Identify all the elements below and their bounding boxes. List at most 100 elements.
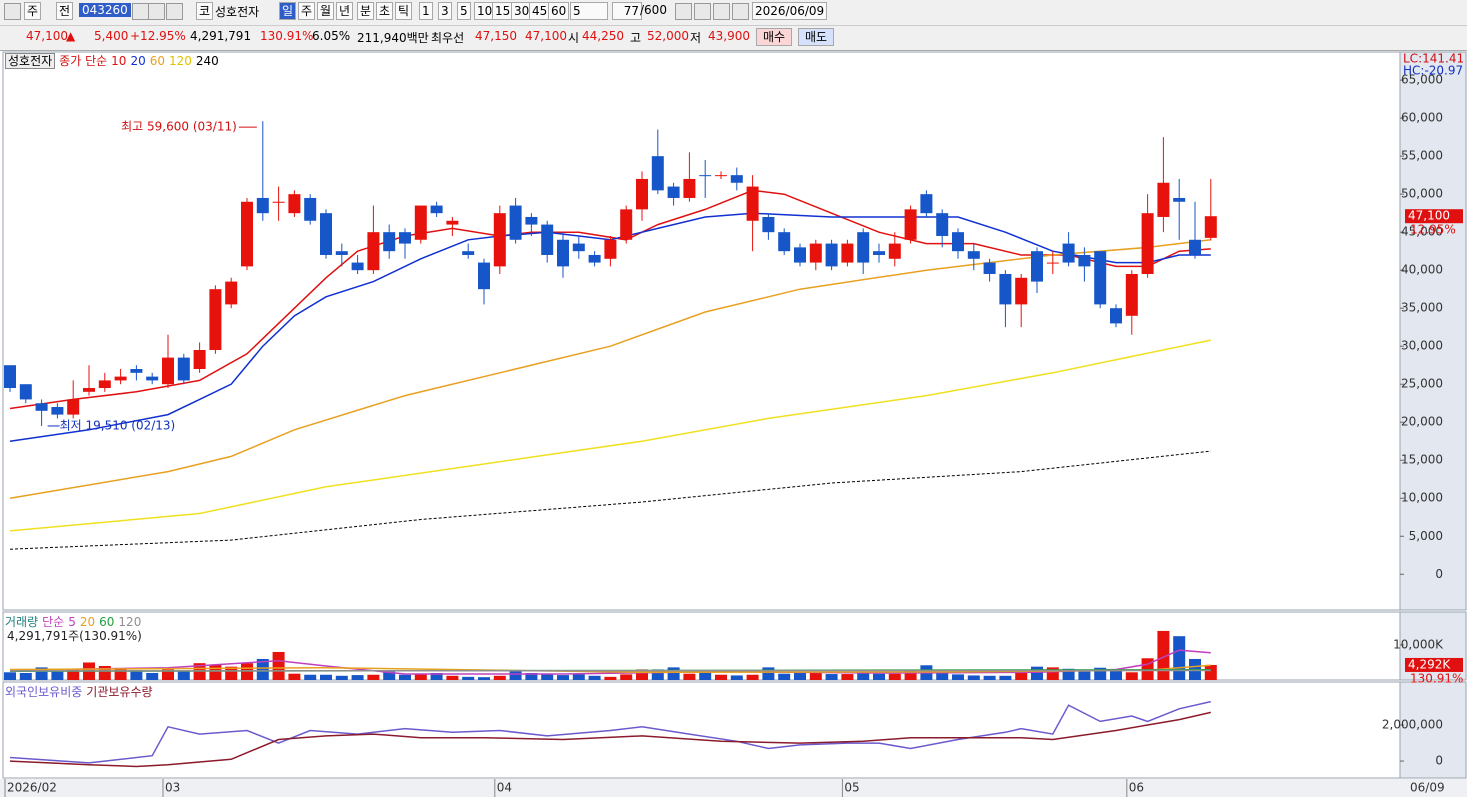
y-tick-label: 0	[1435, 754, 1443, 768]
candle-body	[1078, 254, 1091, 267]
interval-button[interactable]: 1	[419, 2, 433, 20]
volume-bar	[1125, 672, 1138, 680]
volume-bar	[888, 673, 901, 680]
candle-body	[1094, 251, 1107, 305]
volume-bar	[1031, 666, 1043, 680]
stock-name: 성호전자	[215, 5, 260, 19]
x-tick-label: 06	[1129, 781, 1144, 795]
candle-body	[1189, 239, 1201, 255]
icon[interactable]	[166, 3, 183, 20]
volume-bar	[873, 673, 885, 680]
annotation: 최저 19,510 (02/13)	[60, 418, 176, 432]
candle-body	[557, 239, 569, 267]
candle-body	[999, 273, 1012, 305]
icon[interactable]	[4, 3, 21, 20]
x-end-label: 06/09	[1410, 781, 1445, 795]
candle-body	[98, 380, 111, 389]
candle-body	[67, 399, 80, 415]
volume-bar	[304, 674, 317, 680]
volume-bar	[146, 672, 159, 680]
icon[interactable]	[694, 3, 711, 20]
icon[interactable]	[675, 3, 692, 20]
candle-body	[651, 156, 664, 191]
interval-button[interactable]: 5	[457, 2, 471, 20]
best-label: 최우선	[431, 31, 465, 45]
volume-bar	[430, 672, 443, 680]
period-button[interactable]: 분	[357, 2, 375, 20]
market[interactable]: 코	[196, 2, 214, 20]
interval-button[interactable]: 15	[492, 2, 514, 20]
volume-bar	[209, 664, 222, 680]
candle-body	[794, 247, 806, 263]
holding-line	[9, 711, 1211, 768]
volume-bar	[130, 670, 143, 680]
period-button[interactable]: 틱	[395, 2, 413, 20]
volume-bar	[794, 671, 806, 680]
last-price-label: 47,100	[1408, 209, 1450, 223]
axis-area	[1399, 681, 1467, 779]
prev-button[interactable]: 전	[56, 2, 74, 20]
candle-body	[399, 232, 411, 244]
volume-summary: 4,291,791주(130.91%)	[7, 629, 142, 643]
icon[interactable]	[148, 3, 165, 20]
code-input[interactable]: 043260	[79, 3, 131, 17]
y-tick-label: 2,000,000	[1382, 718, 1443, 732]
candle-body	[35, 403, 48, 411]
candle-body	[414, 205, 427, 240]
interval-button[interactable]: 30	[511, 2, 533, 20]
candle-body	[1031, 251, 1043, 282]
candle-body	[83, 388, 95, 392]
period-button[interactable]: 일	[279, 2, 297, 20]
interval-button[interactable]: 10	[474, 2, 496, 20]
candle-body	[746, 186, 759, 221]
legend-title: 성호전자	[5, 53, 56, 69]
volume-bar	[809, 672, 822, 680]
volume-bar	[952, 674, 964, 680]
period-button[interactable]: 월	[317, 2, 335, 20]
buy-button[interactable]: 매수	[756, 28, 793, 46]
volume-bar	[19, 672, 32, 680]
price: 47,100	[26, 29, 68, 43]
interval-button[interactable]: 45	[529, 2, 551, 20]
y-tick-label: 0	[1435, 567, 1443, 581]
y-tick-label: 10,000	[1401, 491, 1443, 505]
candle-body	[1173, 197, 1186, 202]
icon[interactable]	[732, 3, 749, 20]
low-label: 저	[690, 31, 702, 45]
candle-body	[478, 262, 490, 290]
date-input[interactable]: 2026/06/09	[752, 2, 828, 20]
open: 44,250	[582, 29, 624, 43]
candle-body	[604, 239, 617, 259]
period-select[interactable]: 주	[24, 2, 42, 20]
candle-body	[209, 289, 222, 351]
period-button[interactable]: 주	[298, 2, 316, 20]
volume-bar	[383, 671, 396, 680]
period-button[interactable]: 년	[336, 2, 354, 20]
candle-body	[983, 262, 996, 274]
legend-entry: 20	[79, 615, 96, 629]
candle-body	[320, 213, 332, 255]
volume-bar	[841, 674, 854, 680]
count-input[interactable]: 77	[612, 2, 642, 20]
candle-body	[588, 254, 601, 263]
legend: 거래량 단순 5 20 60 120	[5, 613, 145, 630]
volume-bar	[857, 671, 870, 680]
volume-bar	[335, 675, 348, 680]
icon[interactable]	[713, 3, 730, 20]
high: 52,000	[647, 29, 689, 43]
volume-bar	[177, 670, 190, 680]
y-tick-label: 20,000	[1401, 415, 1443, 429]
candle-body	[130, 369, 143, 373]
candle-body	[272, 201, 285, 203]
volume-bar	[636, 669, 648, 680]
y-tick-label: 10,000K	[1393, 637, 1444, 651]
interval-button[interactable]: 3	[438, 2, 452, 20]
period-button[interactable]: 초	[376, 2, 394, 20]
sell-button[interactable]: 매도	[798, 28, 835, 46]
interval-button[interactable]: 60	[548, 2, 570, 20]
interval-input[interactable]: 5	[570, 2, 608, 20]
candle-body	[446, 220, 459, 225]
legend-title: 거래량	[5, 615, 39, 629]
volume-bar	[114, 669, 127, 680]
